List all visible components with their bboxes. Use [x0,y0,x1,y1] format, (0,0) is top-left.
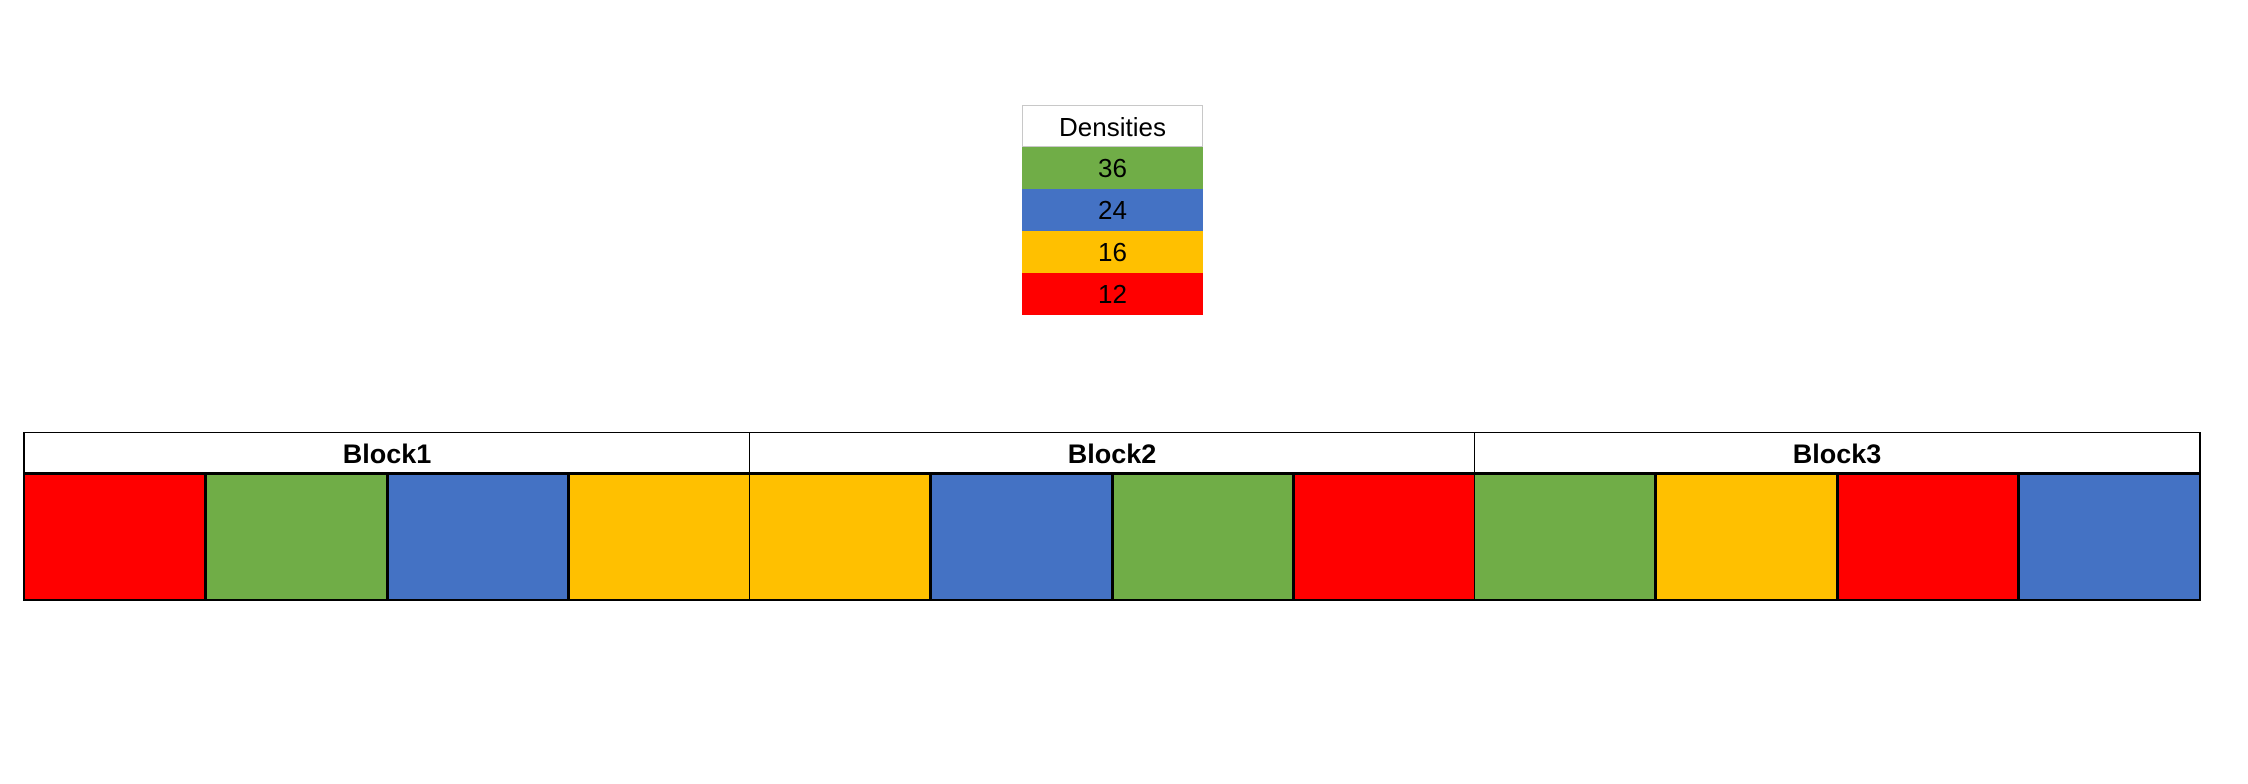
block: Block2 [749,433,1474,599]
block-header: Block2 [750,433,1474,475]
legend-item: 36 [1022,147,1203,189]
block-cell [1292,475,1474,599]
block-cell [385,475,568,599]
block-header: Block1 [25,433,749,475]
block-cells [25,475,749,599]
block-cell [1653,475,1836,599]
block-header: Block3 [1475,433,2199,475]
block: Block1 [25,433,749,599]
block-cell [928,475,1111,599]
block-cell [1835,475,2018,599]
legend-item: 24 [1022,189,1203,231]
legend-title: Densities [1022,105,1203,147]
block-cell [567,475,749,599]
legend-item: 16 [1022,231,1203,273]
legend-item: 12 [1022,273,1203,315]
block-cells [1475,475,2199,599]
block-cell [25,475,204,599]
block-cell [203,475,386,599]
block-cell [750,475,929,599]
legend: Densities 36 24 16 12 [1022,105,1203,315]
block-cell [2017,475,2199,599]
block: Block3 [1474,433,2199,599]
block-cell [1475,475,1654,599]
blocks-table: Block1 Block2 Block3 [23,432,2201,601]
block-cells [750,475,1474,599]
block-cell [1110,475,1293,599]
